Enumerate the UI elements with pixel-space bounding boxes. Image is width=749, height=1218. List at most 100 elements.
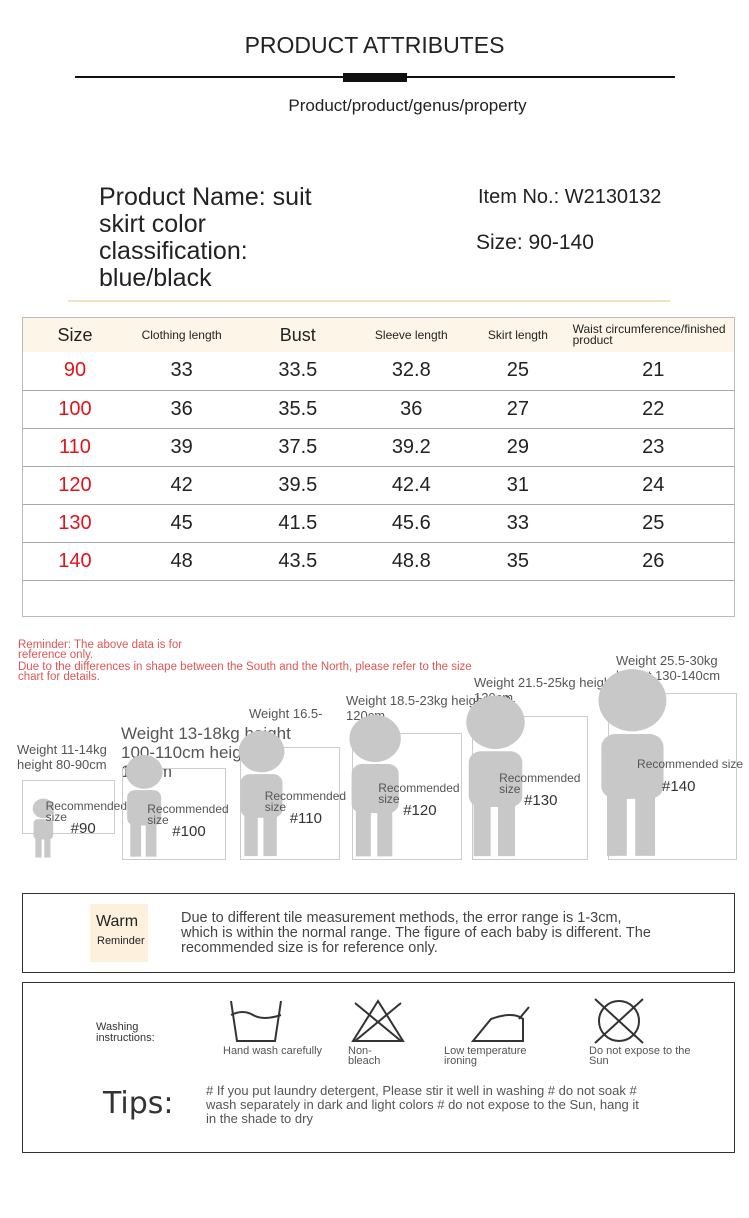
tips-text: # If you put laundry detergent, Please s… xyxy=(206,1083,639,1126)
reminder-line: Due to the differences in shape between … xyxy=(18,661,472,683)
washing-label: Washing instructions: xyxy=(96,1021,155,1044)
size-box xyxy=(22,780,115,834)
table-cell: 48 xyxy=(126,542,237,581)
size-number: #140 xyxy=(662,778,696,795)
empty-row xyxy=(23,580,734,616)
warm-text: Due to different tile measurement method… xyxy=(181,910,651,956)
table-cell: 32.8 xyxy=(359,352,464,391)
divider xyxy=(68,300,670,302)
size-number: #130 xyxy=(524,791,558,809)
table-cell: 27 xyxy=(463,390,573,429)
size-number: #110 xyxy=(289,810,322,828)
table-cell: 22 xyxy=(572,390,734,429)
care-box: Washing instructions: Hand wash carefull… xyxy=(22,982,735,1153)
table-row: 130 45 41.5 45.6 33 25 xyxy=(23,504,734,543)
warm-title: Warm xyxy=(96,913,139,930)
table-cell: 42.4 xyxy=(359,466,464,505)
care-label: Non-bleach xyxy=(348,1045,381,1067)
table-cell: 110 xyxy=(23,428,127,467)
child-figure xyxy=(238,730,285,857)
iron-icon xyxy=(470,1006,530,1042)
table-cell: 37.5 xyxy=(236,428,360,467)
table-cell: 35 xyxy=(463,542,573,581)
subtitle: Product/product/genus/property xyxy=(288,96,527,115)
table-cell: 31 xyxy=(463,466,573,505)
size-box xyxy=(122,768,226,860)
table-cell: 43.5 xyxy=(236,542,360,581)
sun-cross xyxy=(594,998,644,1044)
child-figure xyxy=(125,754,163,857)
table-cell: 130 xyxy=(23,504,127,543)
table-row: 110 39 37.5 39.2 29 23 xyxy=(23,428,734,467)
child-figure xyxy=(466,695,525,856)
child-figure xyxy=(349,714,401,857)
table-cell: 39.5 xyxy=(236,466,360,505)
table-cell: 29 xyxy=(463,428,573,467)
size-label: Recommended size xyxy=(378,781,460,806)
size-label: Recommended size xyxy=(499,770,581,796)
table-cell: 45 xyxy=(126,504,237,543)
reminder-line: Reminder: The above data is for referenc… xyxy=(18,639,183,661)
table-cell: 140 xyxy=(23,542,127,581)
care-label: Low temperature ironing xyxy=(444,1045,527,1067)
table-cell: 24 xyxy=(572,466,734,505)
child-figure xyxy=(32,798,54,858)
no-bleach-icon xyxy=(351,999,405,1042)
size-label: Recommended size xyxy=(45,798,128,824)
table-row: 120 42 39.5 42.4 31 24 xyxy=(23,466,734,505)
header-cell: Skirt length xyxy=(463,318,573,352)
size-range: Size: 90-140 xyxy=(476,231,594,254)
sun-icon xyxy=(598,1000,640,1042)
table-cell: 45.6 xyxy=(359,504,464,543)
table-cell: 23 xyxy=(572,428,734,467)
size-label: Recommended size xyxy=(637,757,744,771)
table-row: 100 36 35.5 36 27 22 xyxy=(23,390,734,429)
hand-wash-icon xyxy=(230,1000,282,1042)
table-cell: 33.5 xyxy=(236,352,360,391)
product-name: Product Name: suit skirt color classific… xyxy=(99,183,312,292)
table-cell: 39.2 xyxy=(359,428,464,467)
table-cell: 90 xyxy=(23,352,127,391)
size-weight: Weight 11-14kg height 80-90cm xyxy=(17,742,107,772)
table-cell: 39 xyxy=(126,428,237,467)
warm-box: Warm Reminder Due to different tile meas… xyxy=(22,893,735,973)
table-cell: 25 xyxy=(463,352,573,391)
header-row: Size Clothing length Bust Sleeve length Skir… xyxy=(23,318,734,352)
warm-badge: Warm Reminder xyxy=(90,904,148,962)
size-number: #120 xyxy=(403,802,437,819)
item-no: Item No.: W2130132 xyxy=(478,186,662,208)
table-cell: 33 xyxy=(126,352,237,391)
care-icons xyxy=(230,998,644,1044)
table-cell: 41.5 xyxy=(236,504,360,543)
table-row: 140 48 43.5 48.8 35 26 xyxy=(23,542,734,581)
size-number: #100 xyxy=(172,823,206,840)
table-cell: 36 xyxy=(126,390,237,429)
warm-subtitle: Reminder xyxy=(97,935,145,947)
size-weight: Weight 16.5- xyxy=(249,706,323,721)
size-table: Size Clothing length Bust Sleeve length Skir… xyxy=(22,317,735,617)
table-cell: 33 xyxy=(463,504,573,543)
table-cell: 35.5 xyxy=(236,390,360,429)
rule-mark xyxy=(343,73,407,82)
table-cell: 42 xyxy=(126,466,237,505)
header-cell: Bust xyxy=(236,318,360,352)
child-figure xyxy=(598,668,667,856)
table-cell: 36 xyxy=(359,390,464,429)
reminder: Reminder: The above data is for referenc… xyxy=(18,639,478,683)
table-cell: 120 xyxy=(23,466,127,505)
care-label: Do not expose to the Sun xyxy=(589,1045,691,1067)
table-cell: 25 xyxy=(572,504,734,543)
table-cell: 26 xyxy=(572,542,734,581)
header-cell: Clothing length xyxy=(126,318,237,352)
header-cell: Waist circumference/finished product xyxy=(572,318,734,352)
header-cell: Size xyxy=(23,318,127,352)
size-box xyxy=(240,747,340,860)
size-label: Recommended size xyxy=(147,802,229,827)
size-number: #90 xyxy=(70,819,96,837)
size-label: Recommended size xyxy=(264,789,347,815)
header-cell: Sleeve length xyxy=(359,318,464,352)
table-cell: 100 xyxy=(23,390,127,429)
table-cell: 48.8 xyxy=(359,542,464,581)
table-cell: 21 xyxy=(572,352,734,391)
care-label: Hand wash carefully xyxy=(223,1045,323,1057)
